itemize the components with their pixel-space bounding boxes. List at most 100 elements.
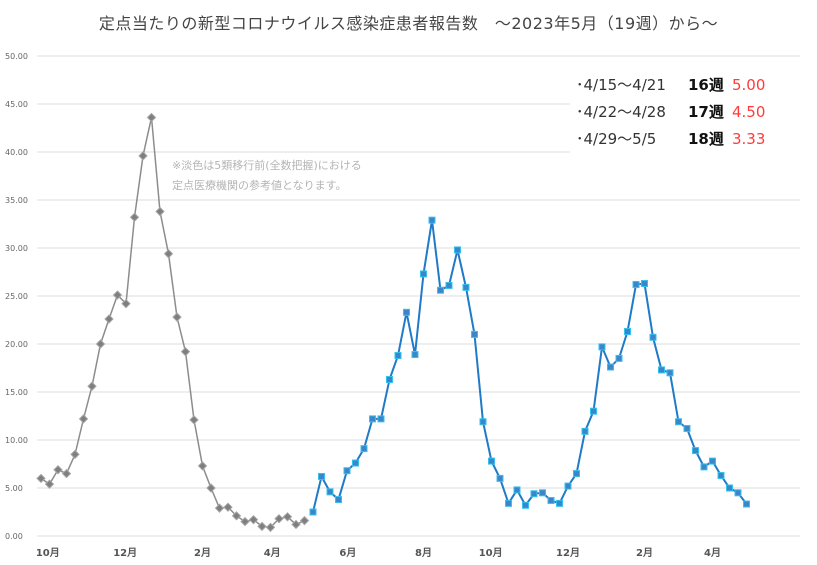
data-point: [257, 521, 267, 532]
data-point: [624, 328, 631, 336]
data-point: [61, 468, 72, 479]
data-point: [709, 457, 716, 465]
week-number: 17週: [688, 103, 724, 121]
recent-week-row: ･4/29～5/5 18週 3.33: [576, 126, 808, 153]
week-number: 18週: [688, 130, 724, 148]
data-point: [309, 508, 317, 516]
recent-week-row: ･4/15～4/21 16週 5.00: [576, 72, 808, 99]
x-tick-label: 2月: [636, 547, 653, 559]
data-point: [488, 457, 495, 465]
data-point: [265, 522, 276, 533]
data-point: [146, 112, 157, 123]
y-tick-label: 50.00: [5, 52, 28, 61]
y-tick-label: 0.00: [5, 532, 23, 541]
y-tick-label: 30.00: [5, 244, 28, 253]
week-value: 5.00: [732, 76, 766, 94]
data-point: [590, 407, 597, 415]
data-point: [95, 339, 106, 349]
data-point: [240, 516, 250, 527]
data-point: [360, 445, 368, 453]
data-point: [155, 206, 165, 217]
data-point: [539, 489, 546, 497]
data-point: [206, 483, 216, 493]
data-point: [632, 280, 640, 288]
data-point: [649, 333, 657, 341]
data-point: [692, 447, 699, 455]
recent-weeks-box: ･4/15～4/21 16週 5.00 ･4/22～4/28 17週 4.50 ･4/2…: [570, 68, 808, 157]
data-point: [129, 212, 140, 222]
x-tick-label: 10月: [479, 547, 503, 559]
x-tick-label: 6月: [339, 547, 356, 559]
data-point: [87, 381, 97, 391]
data-point: [36, 473, 46, 484]
data-point: [180, 346, 191, 357]
chart-title: 定点当たりの新型コロナウイルス感染症患者報告数 ～2023年5月（19週）から～: [98, 14, 719, 33]
data-point: [615, 354, 623, 362]
data-point: [428, 216, 436, 224]
data-point: [282, 512, 293, 522]
data-point: [223, 502, 233, 512]
data-point: [138, 151, 148, 161]
recent-week-row: ･4/22～4/28 17週 4.50: [576, 99, 808, 126]
x-tick-label: 2月: [194, 547, 211, 559]
data-point: [386, 376, 393, 384]
data-point: [369, 415, 376, 423]
reference-note: ※淡色は5類移行前(全数把握)における 定点医療機関の参考値となります。: [172, 156, 362, 196]
data-point: [675, 418, 682, 426]
data-point: [530, 490, 538, 498]
data-point: [352, 459, 359, 467]
series-line: [312, 220, 748, 513]
data-point: [377, 415, 385, 423]
data-point: [598, 343, 606, 351]
data-point: [471, 330, 478, 338]
y-tick-label: 20.00: [5, 340, 28, 349]
note-line-1: ※淡色は5類移行前(全数把握)における: [172, 159, 362, 172]
data-point: [496, 474, 504, 482]
data-point: [335, 496, 342, 504]
data-point: [420, 270, 427, 278]
data-point: [326, 488, 334, 496]
data-point: [318, 472, 325, 480]
y-tick-label: 40.00: [5, 148, 28, 157]
data-point: [78, 414, 89, 424]
data-point: [437, 286, 444, 294]
week-range: ･4/22～4/28: [576, 103, 666, 121]
data-point: [743, 500, 750, 508]
data-point: [581, 427, 589, 435]
data-point: [522, 501, 529, 509]
week-value: 4.50: [732, 103, 766, 121]
data-point: [411, 351, 419, 359]
data-point: [53, 465, 63, 475]
data-point: [666, 369, 674, 377]
data-point: [547, 496, 555, 504]
data-point: [564, 482, 572, 490]
x-tick-label: 4月: [704, 547, 721, 559]
week-number: 16週: [688, 76, 724, 94]
data-point: [70, 449, 80, 460]
data-point: [44, 479, 55, 489]
y-tick-label: 5.00: [5, 484, 23, 493]
data-point: [505, 499, 512, 507]
y-tick-label: 45.00: [5, 100, 28, 109]
x-tick-label: 12月: [556, 547, 580, 559]
data-point: [700, 463, 708, 471]
data-point: [403, 308, 410, 316]
y-tick-label: 25.00: [5, 292, 28, 301]
data-point: [274, 514, 284, 524]
y-tick-label: 15.00: [5, 388, 28, 397]
data-point: [299, 515, 310, 526]
data-point: [394, 352, 402, 360]
data-point: [454, 246, 461, 254]
data-point: [607, 363, 614, 371]
data-point: [445, 281, 453, 289]
data-point: [343, 467, 351, 475]
y-tick-label: 10.00: [5, 436, 28, 445]
data-point: [573, 470, 580, 478]
data-point: [104, 314, 114, 324]
week-range: ･4/15～4/21: [576, 76, 666, 94]
x-tick-label: 12月: [113, 547, 137, 559]
data-point: [479, 418, 487, 426]
data-point: [112, 290, 123, 300]
x-tick-label: 4月: [264, 547, 281, 559]
